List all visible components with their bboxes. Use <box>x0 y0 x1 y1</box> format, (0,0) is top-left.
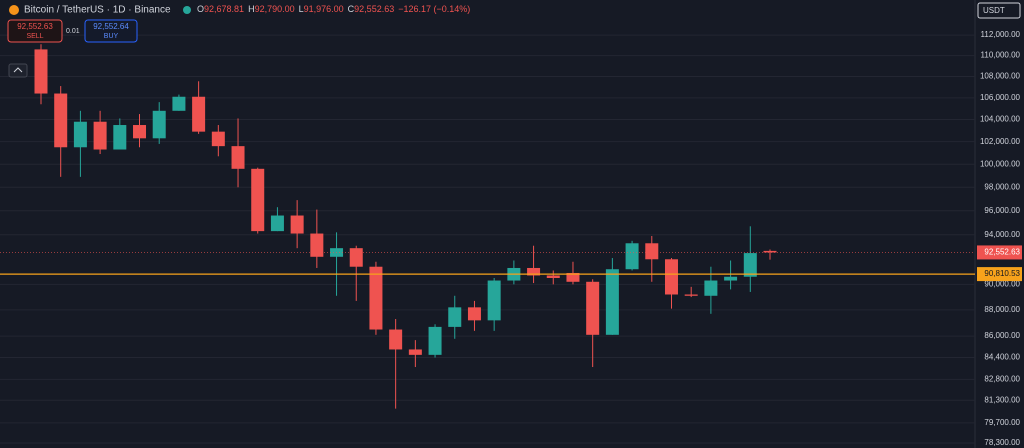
candle-body <box>369 266 383 330</box>
collapse-button[interactable] <box>8 63 28 78</box>
coin-icon <box>9 5 19 15</box>
candle-body <box>408 349 422 355</box>
candle-body <box>605 269 619 335</box>
candle-body <box>684 294 698 296</box>
price-axis: 112,000.00 110,000.00 108,000.00 106,000.00… <box>977 30 1022 447</box>
y-tick-label: 90,000.00 <box>984 279 1020 288</box>
last-price-label: 92,552.63 <box>984 248 1020 257</box>
y-tick-label: 112,000.00 <box>981 30 1021 39</box>
candle-body <box>93 121 107 150</box>
last-price-box <box>977 245 1022 260</box>
candle-body <box>54 93 68 148</box>
buy-label[interactable]: BUY <box>104 33 119 40</box>
y-tick-label: 79,700.00 <box>984 418 1020 427</box>
candle-body <box>133 125 147 139</box>
buy-box[interactable] <box>84 19 138 43</box>
candle-body <box>192 96 206 132</box>
candle-body <box>704 280 718 296</box>
candle-body <box>428 326 442 355</box>
candle-body <box>664 259 678 295</box>
buy-price[interactable]: 92,552.64 <box>93 22 129 31</box>
y-tick-label: 84,400.00 <box>984 353 1020 362</box>
ohlc-value: 92,552.63 <box>354 4 394 14</box>
candle-body <box>172 96 186 111</box>
candle-body <box>310 233 324 257</box>
y-tick-label: 104,000.00 <box>980 115 1021 124</box>
candle-body <box>448 307 462 327</box>
y-tick-label: 110,000.00 <box>981 51 1021 60</box>
y-tick-label: 86,000.00 <box>984 331 1020 340</box>
buy-button[interactable]: 92,552.64 BUY <box>84 19 138 43</box>
sell-button[interactable]: 92,552.63 SELL <box>7 19 63 43</box>
candle-body <box>645 243 659 260</box>
y-tick-label: 82,800.00 <box>984 374 1020 383</box>
candle-body <box>231 146 245 169</box>
candle-body <box>763 250 777 253</box>
candle-body <box>487 280 501 321</box>
candles <box>0 44 975 409</box>
collapse-icon <box>13 67 23 73</box>
y-tick-label: 94,000.00 <box>984 230 1020 239</box>
candle-body <box>586 281 600 335</box>
ohlc-key: O <box>197 4 204 14</box>
y-tick-label: 102,000.00 <box>980 137 1021 146</box>
sell-price[interactable]: 92,552.63 <box>17 22 53 31</box>
y-tick-label: 81,300.00 <box>984 395 1020 404</box>
candle-body <box>34 49 48 94</box>
quantity[interactable]: 0.01 <box>66 28 80 35</box>
ohlc-legend: O92,678.81 H92,790.00 L91,976.00 C92,552.63… <box>197 4 470 14</box>
candle-body <box>389 329 403 350</box>
candle-body <box>270 215 284 232</box>
candle-body <box>211 131 225 147</box>
line-price-label: 90,810.53 <box>984 269 1020 278</box>
candle-body <box>349 248 363 267</box>
y-tick-label: 96,000.00 <box>984 206 1020 215</box>
candle-body <box>152 110 166 139</box>
y-tick-label: 100,000.00 <box>980 159 1021 168</box>
y-tick-label: 78,300.00 <box>984 438 1020 447</box>
y-tick-label: 88,000.00 <box>984 305 1020 314</box>
candle-body <box>566 272 580 282</box>
candle-body <box>625 243 639 270</box>
y-tick-label: 106,000.00 <box>980 93 1021 102</box>
line-price-box <box>977 267 1022 282</box>
sell-box[interactable] <box>7 19 63 43</box>
candle-body <box>290 215 304 234</box>
ohlc-key: C <box>348 4 355 14</box>
ohlc-key: H <box>248 4 255 14</box>
ohlc-key: L <box>299 4 304 14</box>
currency-button[interactable] <box>977 2 1021 19</box>
ohlc-change: −126.17 (−0.14%) <box>398 4 470 14</box>
y-tick-label: 98,000.00 <box>984 182 1020 191</box>
market-status <box>183 6 191 14</box>
candle-body <box>73 121 87 148</box>
currency[interactable]: USDT <box>983 6 1005 15</box>
ohlc-value: 91,976.00 <box>304 4 344 14</box>
ohlc-value: 92,678.81 <box>204 4 244 14</box>
y-tick-label: 108,000.00 <box>980 72 1021 81</box>
candle-body <box>724 276 738 281</box>
candle-body <box>527 267 541 276</box>
sell-label[interactable]: SELL <box>26 33 43 40</box>
candle-body <box>467 307 481 321</box>
candle-body <box>113 125 127 150</box>
candle-body <box>251 168 265 232</box>
candle-body <box>743 253 757 277</box>
symbol-title: Bitcoin / TetherUS · 1D · Binance <box>24 5 171 16</box>
ohlc-value: 92,790.00 <box>255 4 295 14</box>
candle-body <box>546 275 560 279</box>
